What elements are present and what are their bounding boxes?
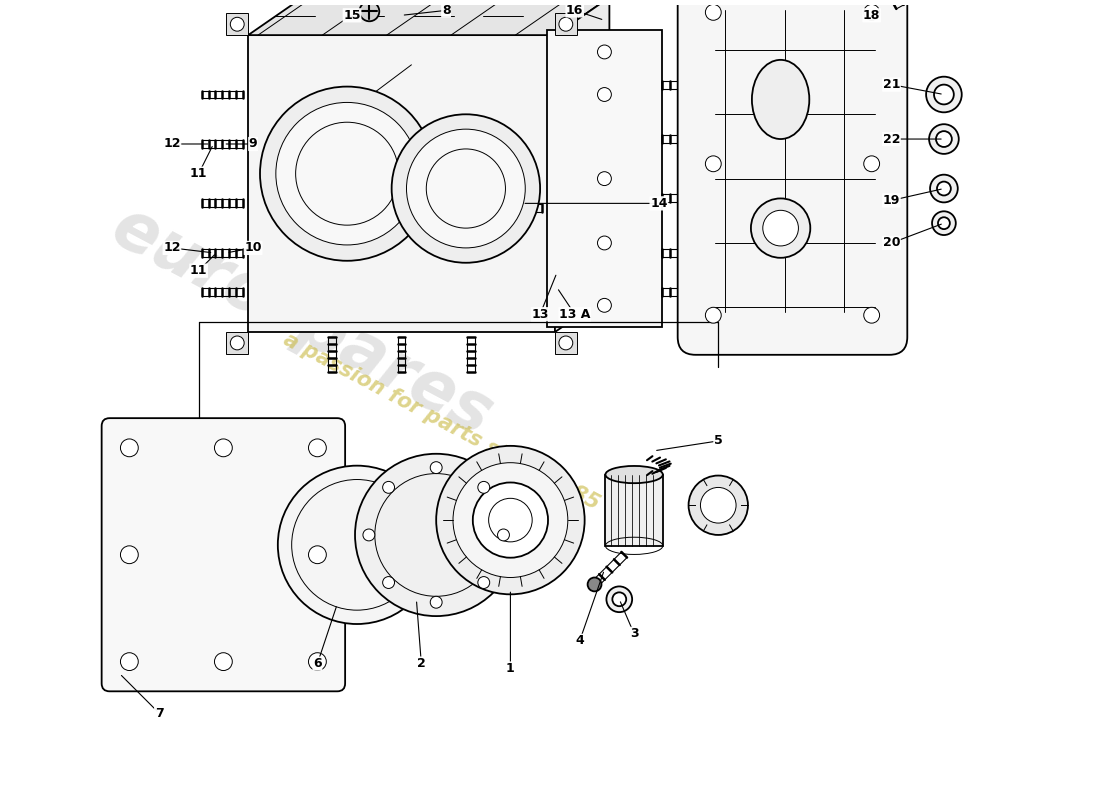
Circle shape [308, 653, 327, 670]
Text: 7: 7 [155, 706, 164, 719]
Circle shape [230, 336, 244, 350]
Polygon shape [554, 332, 576, 354]
Circle shape [705, 156, 722, 172]
Circle shape [453, 462, 568, 578]
Circle shape [597, 87, 612, 102]
Circle shape [934, 85, 954, 105]
Circle shape [926, 77, 961, 112]
Circle shape [689, 475, 748, 535]
Circle shape [276, 102, 418, 245]
Text: 11: 11 [190, 167, 208, 180]
Circle shape [864, 307, 880, 323]
Circle shape [606, 586, 632, 612]
Text: 22: 22 [882, 133, 900, 146]
Text: 11: 11 [190, 264, 208, 277]
Circle shape [260, 86, 434, 261]
Polygon shape [554, 0, 609, 332]
Circle shape [559, 336, 573, 350]
Text: 20: 20 [882, 237, 900, 250]
Circle shape [705, 307, 722, 323]
Polygon shape [227, 14, 249, 35]
Circle shape [932, 211, 956, 235]
Circle shape [864, 156, 880, 172]
Text: 15: 15 [343, 9, 361, 22]
Circle shape [214, 439, 232, 457]
Text: 8: 8 [442, 4, 450, 17]
Circle shape [214, 653, 232, 670]
Circle shape [937, 182, 950, 195]
Circle shape [430, 462, 442, 474]
Circle shape [597, 236, 612, 250]
Circle shape [597, 172, 612, 186]
Circle shape [407, 129, 526, 248]
Circle shape [437, 446, 584, 594]
Circle shape [430, 596, 442, 608]
Polygon shape [547, 30, 662, 327]
Circle shape [355, 454, 517, 616]
Text: 3: 3 [630, 627, 638, 641]
Polygon shape [249, 35, 554, 332]
Text: 4: 4 [575, 634, 584, 647]
Circle shape [121, 653, 139, 670]
Circle shape [363, 529, 375, 541]
Circle shape [701, 487, 736, 523]
Text: 19: 19 [883, 194, 900, 207]
Text: 5: 5 [714, 434, 723, 447]
Text: 2: 2 [417, 657, 426, 670]
Circle shape [751, 198, 811, 258]
Text: 6: 6 [314, 657, 321, 670]
Text: 14: 14 [650, 197, 668, 210]
Ellipse shape [752, 60, 810, 139]
Text: 18: 18 [864, 9, 880, 22]
Circle shape [230, 18, 244, 31]
Circle shape [931, 174, 958, 202]
Circle shape [383, 482, 395, 494]
Text: 13: 13 [531, 308, 549, 321]
Circle shape [121, 546, 139, 564]
FancyBboxPatch shape [101, 418, 345, 691]
Circle shape [473, 482, 548, 558]
Circle shape [360, 2, 379, 22]
Circle shape [587, 578, 602, 591]
Text: 1: 1 [506, 662, 515, 675]
Text: 9: 9 [249, 138, 257, 150]
Circle shape [705, 5, 722, 20]
Polygon shape [249, 0, 609, 35]
Circle shape [938, 218, 950, 229]
Circle shape [278, 466, 437, 624]
Polygon shape [227, 332, 249, 354]
Circle shape [762, 210, 799, 246]
Circle shape [477, 482, 490, 494]
Polygon shape [554, 14, 576, 35]
Circle shape [613, 592, 626, 606]
Circle shape [864, 5, 880, 20]
Polygon shape [605, 474, 663, 546]
Circle shape [936, 131, 952, 147]
Text: 12: 12 [163, 138, 180, 150]
Text: 21: 21 [882, 78, 900, 91]
Circle shape [559, 18, 573, 31]
Circle shape [597, 45, 612, 59]
Circle shape [597, 298, 612, 312]
Text: 16: 16 [566, 4, 583, 17]
Text: 13 A: 13 A [559, 308, 591, 321]
Circle shape [308, 439, 327, 457]
Circle shape [497, 529, 509, 541]
FancyBboxPatch shape [678, 0, 908, 355]
Circle shape [308, 546, 327, 564]
Circle shape [121, 439, 139, 457]
Ellipse shape [605, 466, 663, 483]
Text: 12: 12 [163, 242, 180, 254]
Text: eurospares: eurospares [101, 194, 504, 450]
Circle shape [392, 114, 540, 262]
Circle shape [477, 577, 490, 589]
Text: 10: 10 [244, 242, 262, 254]
Text: a passion for parts since 1985: a passion for parts since 1985 [279, 329, 603, 514]
Circle shape [930, 124, 959, 154]
Circle shape [383, 577, 395, 589]
